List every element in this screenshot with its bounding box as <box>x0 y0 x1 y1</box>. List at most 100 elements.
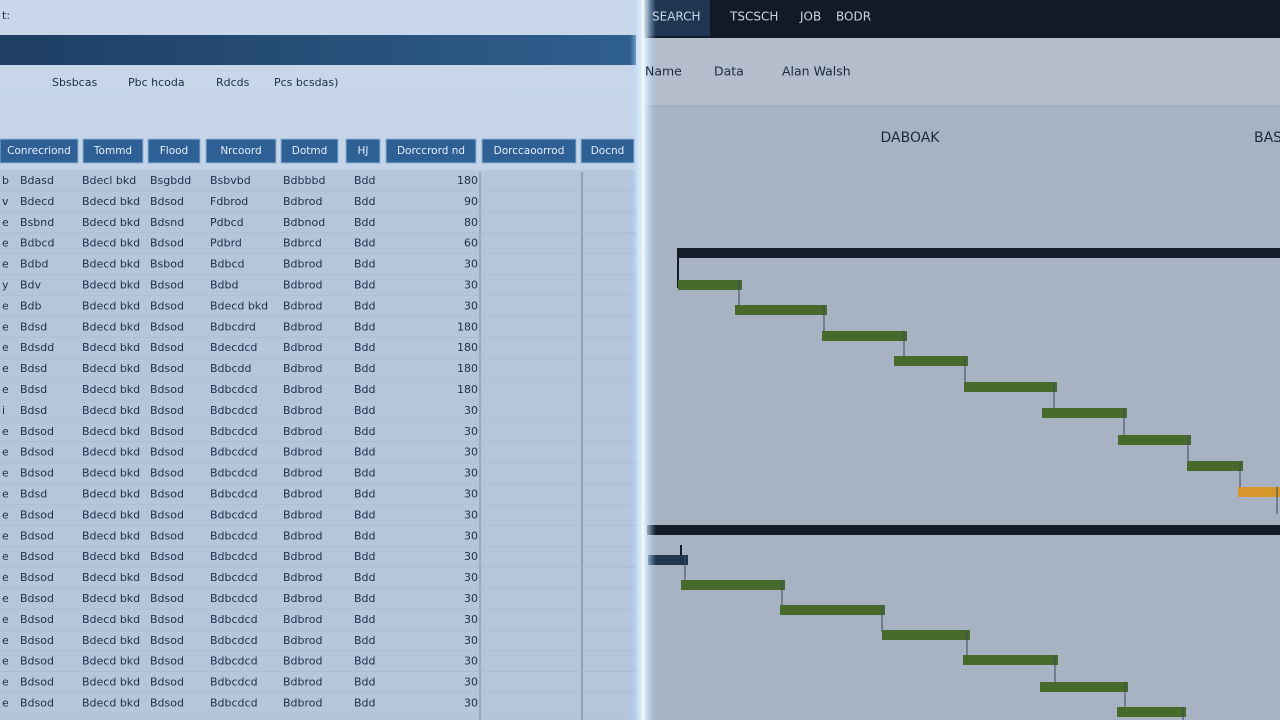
active-tab-bg <box>646 0 710 36</box>
section-heading: BAS <box>1254 130 1280 146</box>
subnav-item[interactable]: Alan Walsh <box>782 64 851 79</box>
table-cell: Bdsod <box>20 613 54 626</box>
nav-tab[interactable]: BODR <box>836 10 871 24</box>
table-cell: Pdbrd <box>210 237 242 250</box>
table-cell: Bdecd bkd <box>82 362 140 375</box>
column-header: Flood <box>160 145 188 157</box>
table-cell: Bdbcdcd <box>210 655 258 668</box>
gantt-bar <box>1187 461 1243 471</box>
table-cell: e <box>2 676 9 689</box>
table-cell: Bdecd bkd <box>82 279 140 292</box>
toolbar-item: Rdcds <box>216 76 250 89</box>
table-cell: Bdsod <box>20 508 54 521</box>
gantt-connector <box>677 248 679 288</box>
gantt-bar <box>894 356 968 366</box>
table-cell: Bdd <box>354 341 376 354</box>
table-cell: e <box>2 299 9 312</box>
table-cell: Bdecdcd <box>210 341 257 354</box>
table-cell: 90 <box>464 195 478 208</box>
table-cell: 30 <box>464 299 478 312</box>
table-cell: 30 <box>464 634 478 647</box>
table-cell: Bdd <box>354 320 376 333</box>
table-cell: Bdecd bkd <box>82 697 140 710</box>
table-cell: Bdd <box>354 383 376 396</box>
table-cell: Bdsod <box>20 467 54 480</box>
table-cell: 30 <box>464 425 478 438</box>
table-cell: 30 <box>464 467 478 480</box>
table-cell: Bdd <box>354 571 376 584</box>
subnav-item[interactable]: Name <box>645 64 682 79</box>
table-cell: e <box>2 362 9 375</box>
nav-tab[interactable]: TSCSCH <box>729 10 778 24</box>
table-cell: e <box>2 467 9 480</box>
nav-tab[interactable]: JOB <box>799 10 821 24</box>
table-cell: Bdbcdcd <box>210 676 258 689</box>
table-cell: Bdbcdcd <box>210 613 258 626</box>
table-cell: y <box>2 279 9 292</box>
column-header: Docnd <box>591 145 625 157</box>
table-cell: Bdecd bkd <box>82 655 140 668</box>
table-cell: Bdecd bkd <box>82 341 140 354</box>
table-cell: Bdd <box>354 655 376 668</box>
table-cell: e <box>2 550 9 563</box>
subnav-item[interactable]: Data <box>714 64 744 79</box>
nav-tab[interactable]: SEARCH <box>652 10 701 24</box>
toolbar-item: Pcs bcsdas) <box>274 76 338 89</box>
gantt-bar <box>1040 682 1128 692</box>
table-cell: e <box>2 341 9 354</box>
table-cell: 30 <box>464 258 478 271</box>
table-cell: Bdd <box>354 258 376 271</box>
table-cell: Bdecd bkd <box>82 467 140 480</box>
table-cell: Bdsd <box>20 488 47 501</box>
table-cell: Bdsod <box>150 446 184 459</box>
table-cell: e <box>2 446 9 459</box>
table-cell: Bdd <box>354 467 376 480</box>
header-cell <box>280 138 339 164</box>
table-cell: 180 <box>457 383 478 396</box>
table-cell: Bdsod <box>20 571 54 584</box>
gantt-bar <box>964 382 1057 392</box>
table-cell: Bdsnd <box>150 216 184 229</box>
table-cell: e <box>2 697 9 710</box>
table-cell: Bdecd bkd <box>82 404 140 417</box>
table-cell: 30 <box>464 279 478 292</box>
gantt-bar <box>648 555 688 565</box>
table-cell: Bdecd bkd <box>82 550 140 563</box>
table-cell: Bdbrod <box>283 362 323 375</box>
table-cell: e <box>2 592 9 605</box>
table-cell: Bdecd bkd <box>82 571 140 584</box>
table-cell: Bdbrod <box>283 320 323 333</box>
column-header: Dorccaoorrod <box>494 145 565 157</box>
table-cell: Bdsd <box>20 404 47 417</box>
right-top-bar <box>644 0 1280 38</box>
table-cell: Bdbbbd <box>283 174 325 187</box>
table-cell: Bdsod <box>150 676 184 689</box>
table-cell: Bdbrod <box>283 613 323 626</box>
table-cell: Bdd <box>354 279 376 292</box>
split-divider <box>630 0 656 720</box>
table-cell: e <box>2 634 9 647</box>
header-cell <box>385 138 477 164</box>
table-cell: Bdd <box>354 613 376 626</box>
table-cell: i <box>2 404 5 417</box>
table-cell: Bdecd bkd <box>82 383 140 396</box>
table-cell: Bdsod <box>150 467 184 480</box>
table-cell: Bdsod <box>150 425 184 438</box>
gantt-bar <box>735 305 827 315</box>
table-cell: Bdsod <box>150 404 184 417</box>
table-cell: v <box>2 195 9 208</box>
header-cell <box>205 138 277 164</box>
table-cell: 80 <box>464 216 478 229</box>
gantt-chart <box>648 280 1280 720</box>
table-cell: Bdsod <box>150 613 184 626</box>
table-cell: e <box>2 488 9 501</box>
table-cell: b <box>2 174 9 187</box>
table-cell: Bdbrod <box>283 404 323 417</box>
table-cell: Bdbrod <box>283 279 323 292</box>
table-cell: Bdsod <box>150 697 184 710</box>
table-cell: Bdd <box>354 237 376 250</box>
gantt-bar <box>1117 707 1186 717</box>
table-cell: Bdasd <box>20 174 54 187</box>
table-cell: 30 <box>464 613 478 626</box>
table-cell: Bdbrod <box>283 446 323 459</box>
